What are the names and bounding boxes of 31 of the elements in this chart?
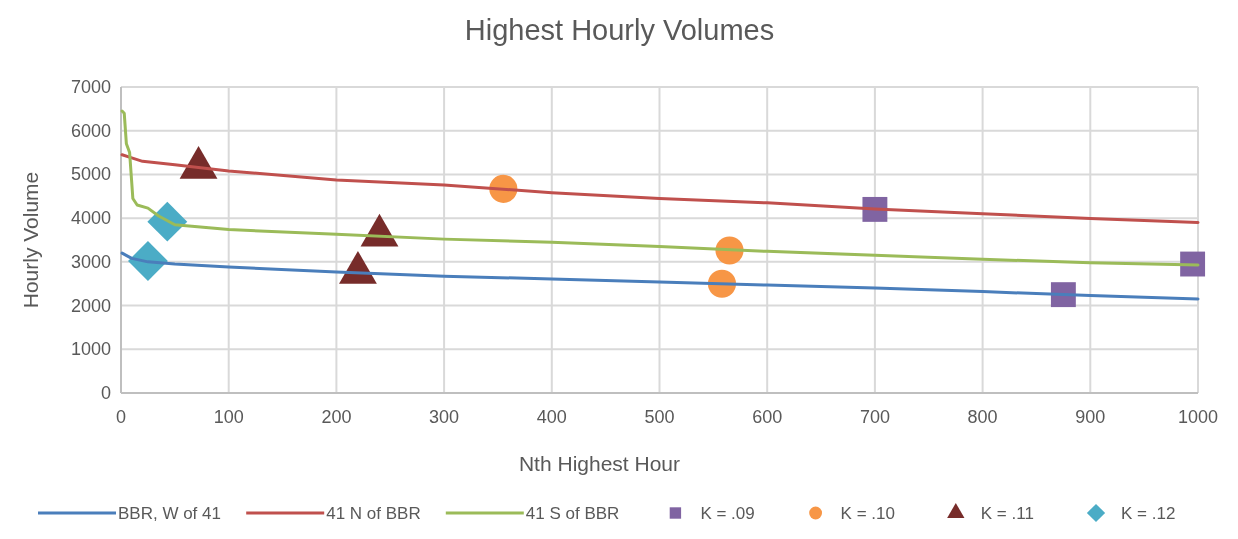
legend-label: K = .09 — [700, 504, 755, 523]
x-tick-label: 100 — [213, 407, 244, 427]
y-axis-title: Hourly Volume — [19, 171, 42, 309]
x-tick-label: 500 — [644, 407, 675, 427]
legend-label: K = .12 — [1121, 504, 1176, 523]
x-tick-label: 200 — [321, 407, 352, 427]
x-tick-label: 400 — [536, 407, 567, 427]
legend-label: BBR, W of 41 — [118, 504, 221, 523]
legend-label: K = .10 — [840, 504, 895, 523]
x-tick-label: 1000 — [1177, 407, 1219, 427]
legend-label: 41 N of BBR — [326, 504, 421, 523]
x-tick-label: 700 — [859, 407, 890, 427]
y-tick-label: 0 — [100, 383, 111, 403]
y-tick-label: 2000 — [70, 295, 111, 316]
x-tick-label: 800 — [967, 407, 998, 427]
x-tick-label: 600 — [752, 407, 783, 427]
line-series — [120, 153, 1200, 225]
x-axis-title: Nth Highest Hour — [518, 452, 681, 475]
chart-title: Highest Hourly Volumes — [464, 14, 775, 46]
y-tick-label: 7000 — [70, 77, 111, 97]
y-tick-label: 5000 — [70, 164, 111, 185]
legend-label: K = .11 — [980, 504, 1034, 523]
x-tick-label: 300 — [429, 407, 460, 427]
y-tick-label: 4000 — [70, 208, 111, 229]
y-tick-label: 6000 — [70, 120, 111, 141]
x-tick-label: 900 — [1075, 407, 1106, 427]
x-tick-label: 0 — [115, 407, 127, 427]
y-tick-label: 3000 — [70, 251, 111, 272]
line-series — [120, 251, 1200, 301]
legend-label: 41 S of BBR — [525, 504, 620, 523]
y-tick-label: 1000 — [70, 339, 111, 360]
